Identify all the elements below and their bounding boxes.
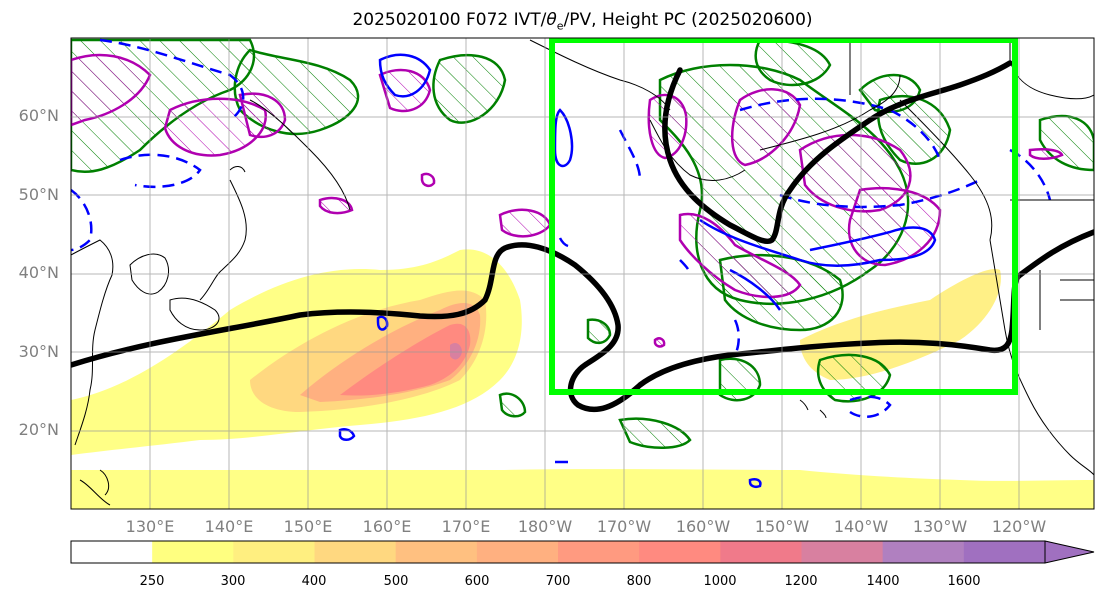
lon-label-170e: 170°E	[441, 517, 491, 536]
map-area	[71, 38, 1094, 509]
colorbar-tick-1400: 1400	[866, 574, 900, 589]
lon-label-170w: 170°W	[596, 517, 652, 536]
colorbar-segment	[233, 541, 315, 563]
ivt-shading	[71, 249, 1094, 509]
lat-label-40: 40°N	[18, 263, 59, 282]
colorbar-tick-600: 600	[464, 574, 490, 589]
colorbar-segment	[314, 541, 397, 563]
lon-label-180w: 180°W	[517, 517, 573, 536]
colorbar-segment	[720, 541, 802, 563]
colorbar-tick-300: 300	[220, 574, 246, 589]
height-pc-contours	[71, 38, 1052, 489]
colorbar-extend-arrow	[1044, 540, 1095, 564]
lon-label-140e: 140°E	[204, 517, 254, 536]
colorbar-tick-1000: 1000	[703, 574, 737, 589]
pv-contours	[71, 53, 1064, 348]
colorbar-tick-500: 500	[383, 574, 409, 589]
lon-label-160w: 160°W	[675, 517, 731, 536]
colorbar-tick-1600: 1600	[947, 574, 981, 589]
lat-label-20: 20°N	[18, 420, 59, 439]
map-border	[70, 37, 1095, 510]
lon-label-130w: 130°W	[912, 517, 968, 536]
colorbar-tick-400: 400	[301, 574, 327, 589]
map-title: 2025020100 F072 IVT/θe/PV, Height PC (20…	[352, 10, 813, 33]
lat-label-30: 30°N	[18, 342, 59, 361]
colorbar-segment	[558, 541, 640, 563]
highlight-box	[549, 38, 1018, 395]
lat-label-50: 50°N	[18, 185, 59, 204]
colorbar-segment	[882, 541, 965, 563]
colorbar-segment	[963, 541, 1046, 563]
colorbar-tick-700: 700	[545, 574, 571, 589]
colorbar-segment	[71, 541, 153, 563]
lon-label-160e: 160°E	[362, 517, 412, 536]
lon-label-150w: 150°W	[754, 517, 810, 536]
lon-label-150e: 150°E	[283, 517, 333, 536]
colorbar-segment	[476, 541, 559, 563]
colorbar-segment	[801, 541, 884, 563]
grid-lines	[71, 38, 1094, 509]
colorbar-segment	[639, 541, 721, 563]
lon-label-120w: 120°W	[991, 517, 1047, 536]
colorbar-segment	[395, 541, 478, 563]
lon-label-140w: 140°W	[833, 517, 889, 536]
lat-label-60: 60°N	[18, 106, 59, 125]
colorbar-tick-800: 800	[626, 574, 652, 589]
colorbar-segment	[152, 541, 234, 563]
colorbar-tick-1200: 1200	[784, 574, 818, 589]
colorbar-tick-250: 250	[139, 574, 165, 589]
colorbar	[70, 540, 1095, 564]
lon-label-130e: 130°E	[125, 517, 175, 536]
